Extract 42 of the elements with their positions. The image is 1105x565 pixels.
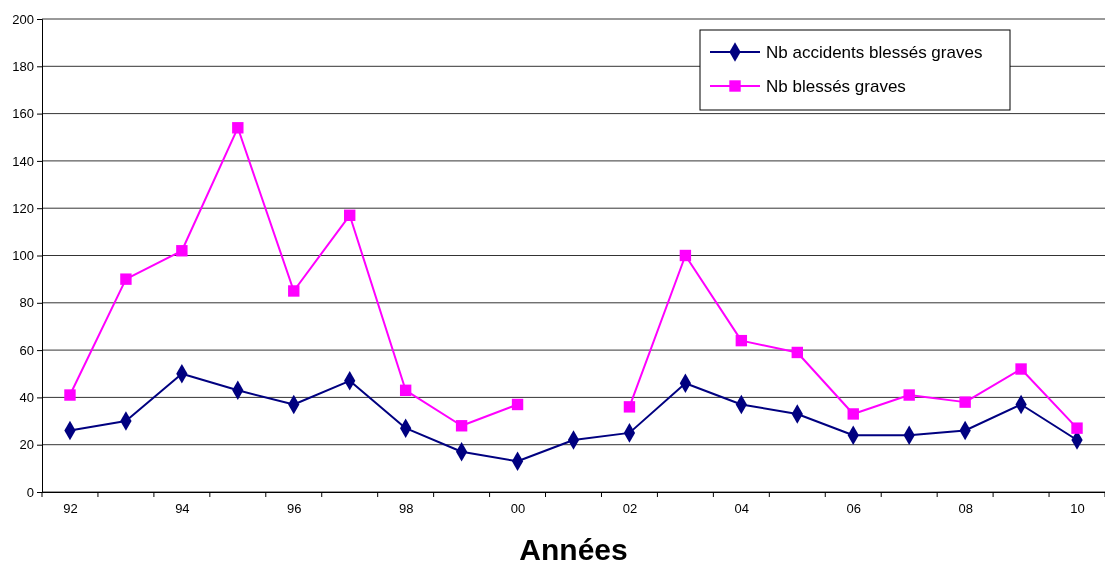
y-tick-label: 40 <box>19 390 34 406</box>
point <box>176 245 188 257</box>
point <box>399 384 412 397</box>
x-tick-label: 98 <box>398 501 414 517</box>
y-tick-label: 80 <box>19 295 34 311</box>
x-tick-label: 94 <box>175 501 190 517</box>
point <box>623 401 636 413</box>
legend-label: Nb blessés graves <box>766 77 906 96</box>
y-tick-label: 20 <box>19 437 34 453</box>
point <box>959 396 971 408</box>
x-tick-label: 06 <box>846 501 861 517</box>
y-tick-label: 140 <box>12 153 34 169</box>
x-tick-label: 08 <box>958 501 973 517</box>
x-tick-label: 02 <box>622 501 638 517</box>
y-tick-label: 100 <box>12 248 34 264</box>
y-tick-label: 180 <box>12 58 34 74</box>
legend-label: Nb accidents blessés graves <box>766 43 983 62</box>
point <box>1071 422 1083 434</box>
point <box>847 408 859 420</box>
point <box>64 389 76 401</box>
point <box>120 273 132 285</box>
point <box>735 334 748 347</box>
x-tick-label: 92 <box>63 501 78 517</box>
y-tick-label: 0 <box>26 484 34 500</box>
point <box>511 398 524 411</box>
y-tick-label: 120 <box>12 200 34 216</box>
point <box>455 420 468 432</box>
point <box>903 389 915 401</box>
x-tick-label: 04 <box>734 501 750 517</box>
x-axis-title: Années <box>519 533 628 565</box>
x-tick-label: 96 <box>287 501 302 517</box>
point <box>344 209 356 221</box>
y-tick-label: 60 <box>19 342 34 358</box>
point <box>679 249 692 262</box>
x-tick-label: 00 <box>510 501 526 517</box>
point <box>1015 363 1027 375</box>
point <box>232 122 244 134</box>
y-tick-label: 160 <box>12 106 34 122</box>
x-tick-label: 10 <box>1070 501 1085 517</box>
point <box>791 346 803 359</box>
point <box>288 285 300 297</box>
y-tick-label: 200 <box>12 11 34 27</box>
